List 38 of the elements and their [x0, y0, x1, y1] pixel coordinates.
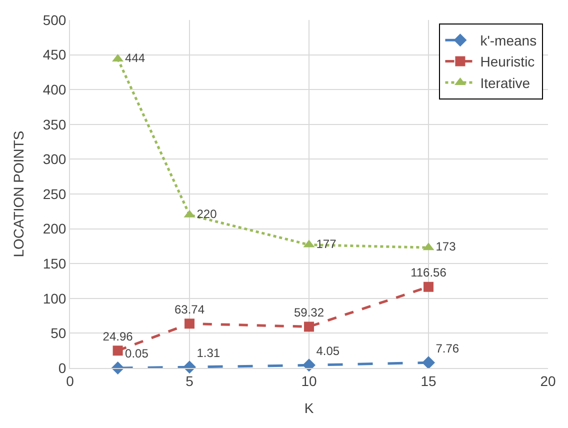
data-label: 177 — [316, 236, 337, 251]
data-label: 0.05 — [125, 346, 149, 361]
data-label: 116.56 — [410, 266, 447, 280]
legend-label: Iterative — [480, 74, 530, 91]
data-label: 220 — [196, 206, 218, 221]
data-label: 24.96 — [102, 329, 134, 344]
y-tick-label: 250 — [42, 186, 66, 202]
y-axis-title: LOCATION POINTS — [10, 130, 26, 258]
y-tick-label: 350 — [42, 116, 66, 132]
x-tick-label: 15 — [420, 372, 436, 389]
point — [422, 356, 435, 370]
x-tick-label: 5 — [186, 372, 194, 389]
point — [184, 318, 194, 329]
legend-label: k'-means — [480, 32, 537, 49]
y-tick-label: 500 — [42, 12, 66, 28]
y-tick-label: 200 — [42, 220, 66, 237]
y-tick-label: 0 — [58, 360, 66, 376]
data-label: 4.05 — [316, 344, 340, 358]
point — [302, 358, 316, 372]
data-label: 7.76 — [436, 341, 460, 356]
y-tick-label: 100 — [42, 290, 66, 306]
data-label: 59.32 — [294, 305, 324, 320]
y-tick-label: 450 — [42, 46, 66, 63]
x-axis-title: K — [304, 400, 314, 416]
data-label: 1.31 — [196, 346, 220, 360]
x-tick-label: 10 — [301, 372, 317, 389]
point — [304, 322, 314, 332]
point — [424, 282, 434, 292]
y-tick-label: 50 — [50, 325, 66, 342]
y-tick-label: 400 — [42, 82, 66, 98]
y-tick-label: 150 — [42, 256, 66, 272]
y-tick-label: 300 — [42, 151, 66, 168]
data-label: 444 — [125, 50, 146, 65]
x-tick-label: 20 — [540, 372, 556, 389]
data-label: 173 — [436, 240, 456, 254]
legend-label: Heuristic — [480, 54, 535, 70]
data-label: 63.74 — [174, 302, 205, 316]
point — [112, 346, 123, 356]
